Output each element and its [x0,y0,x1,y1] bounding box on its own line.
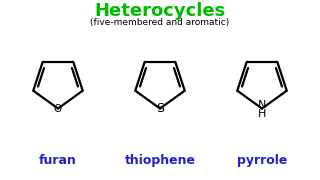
Text: N: N [258,100,266,110]
Text: S: S [156,102,164,115]
Text: (five-membered and aromatic): (five-membered and aromatic) [90,18,230,27]
Text: furan: furan [39,154,77,167]
Text: Heterocycles: Heterocycles [94,2,226,20]
Text: O: O [54,103,62,114]
Text: pyrrole: pyrrole [237,154,287,167]
Text: thiophene: thiophene [124,154,196,167]
Text: H: H [258,109,266,120]
